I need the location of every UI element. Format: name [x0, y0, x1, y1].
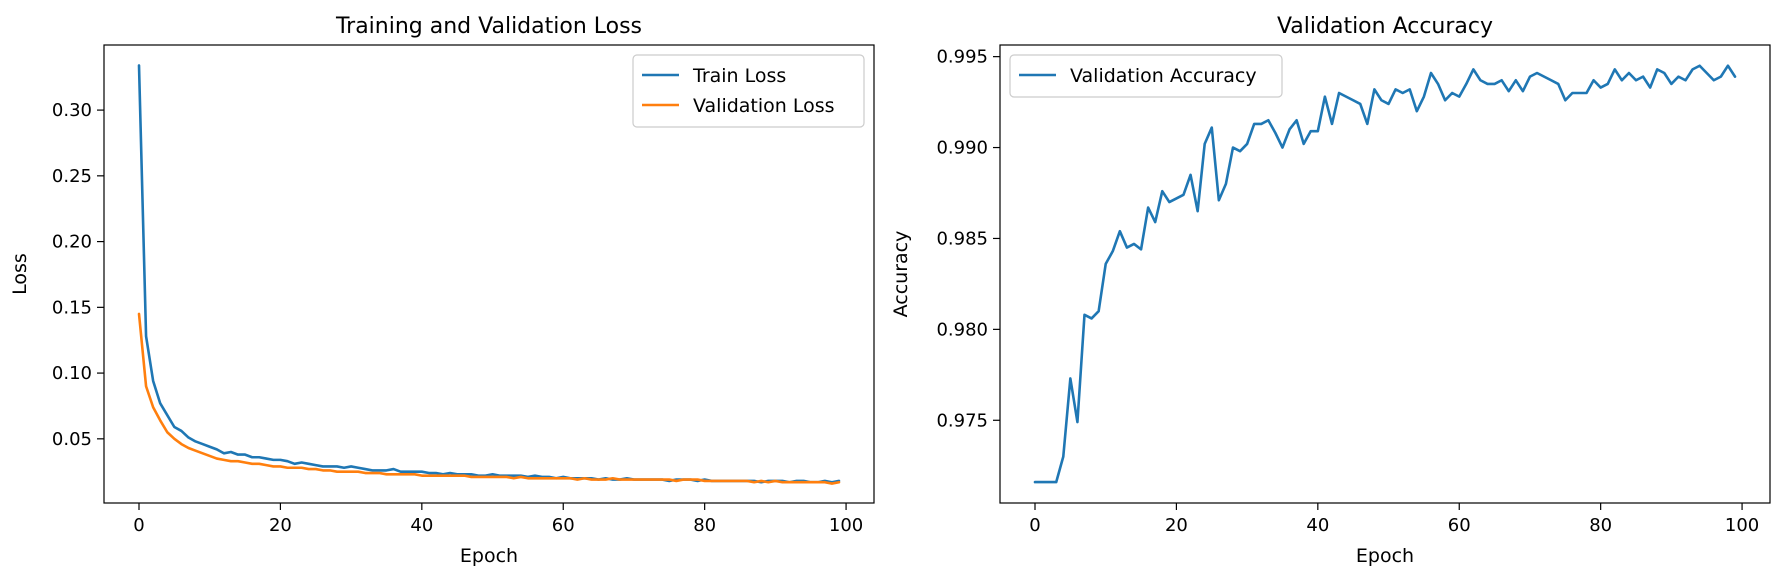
accuracy-legend-label: Validation Accuracy: [1070, 65, 1257, 87]
loss-xtick-label: 100: [829, 515, 863, 536]
accuracy-ytick-label: 0.980: [936, 319, 988, 340]
loss-legend-box: [632, 54, 865, 128]
loss-series-train-loss-line: [137, 64, 841, 484]
loss-ytick-label: 0.05: [52, 429, 92, 450]
accuracy-legend-box: [1009, 54, 1283, 98]
loss-chart: Training and Validation Loss Epoch Loss …: [9, 14, 875, 567]
accuracy-ytick-label: 0.975: [936, 410, 988, 431]
loss-axes-frame: [103, 44, 875, 504]
loss-ytick-label: 0.20: [52, 232, 92, 253]
loss-xtick-label: 60: [552, 515, 575, 536]
loss-ytick-label: 0.25: [52, 166, 92, 187]
loss-series-validation-loss-line: [137, 312, 841, 485]
accuracy-xtick-label: 0: [1029, 515, 1040, 536]
loss-legend: Train Loss Validation Loss: [632, 54, 865, 128]
accuracy-ytick-label: 0.995: [936, 47, 988, 68]
loss-xtick-label: 0: [133, 515, 144, 536]
accuracy-ytick-label: 0.985: [936, 228, 988, 249]
accuracy-axes-frame: [999, 44, 1771, 504]
loss-xtick-label: 40: [410, 515, 433, 536]
accuracy-legend: Validation Accuracy: [1009, 54, 1283, 98]
loss-legend-label: Validation Loss: [693, 95, 835, 117]
accuracy-xtick-label: 100: [1725, 515, 1759, 536]
accuracy-xtick-label: 80: [1589, 515, 1612, 536]
loss-chart-title: Training and Validation Loss: [335, 14, 642, 39]
loss-xtick-label: 80: [693, 515, 716, 536]
accuracy-chart-ylabel: Accuracy: [890, 231, 912, 318]
accuracy-chart-title: Validation Accuracy: [1277, 14, 1493, 39]
loss-ytick-label: 0.15: [52, 297, 92, 318]
loss-legend-label: Train Loss: [692, 65, 786, 87]
loss-chart-ylabel: Loss: [9, 253, 31, 295]
accuracy-xtick-label: 60: [1448, 515, 1471, 536]
loss-ytick-label: 0.10: [52, 363, 92, 384]
loss-xtick-label: 20: [269, 515, 292, 536]
accuracy-ytick-label: 0.990: [936, 138, 988, 159]
loss-chart-xlabel: Epoch: [460, 545, 518, 567]
loss-ytick-label: 0.30: [52, 100, 92, 121]
accuracy-chart-xlabel: Epoch: [1356, 545, 1414, 567]
accuracy-series-validation-accuracy-line: [1033, 64, 1737, 484]
accuracy-xtick-label: 40: [1306, 515, 1329, 536]
accuracy-xtick-label: 20: [1165, 515, 1188, 536]
accuracy-chart: Validation Accuracy Epoch Accuracy 0 20 40…: [890, 14, 1771, 567]
